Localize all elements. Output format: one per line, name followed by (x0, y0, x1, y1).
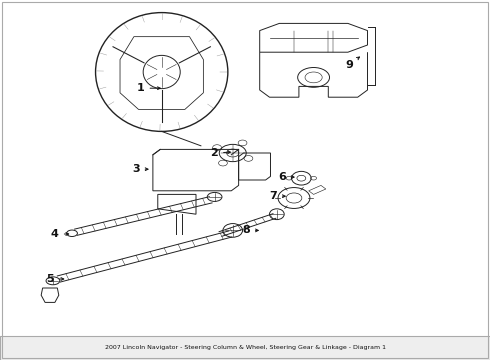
Text: 5: 5 (46, 274, 64, 284)
Text: 8: 8 (242, 225, 258, 235)
Text: 7: 7 (269, 191, 285, 201)
Text: 9: 9 (345, 57, 360, 70)
Text: 1: 1 (137, 83, 160, 93)
Text: 3: 3 (132, 164, 148, 174)
Text: 4: 4 (51, 229, 69, 239)
Text: 2: 2 (210, 148, 230, 158)
Text: 2007 Lincoln Navigator - Steering Column & Wheel, Steering Gear & Linkage - Diag: 2007 Lincoln Navigator - Steering Column… (104, 345, 386, 350)
Text: 6: 6 (278, 172, 294, 182)
FancyBboxPatch shape (0, 336, 490, 360)
